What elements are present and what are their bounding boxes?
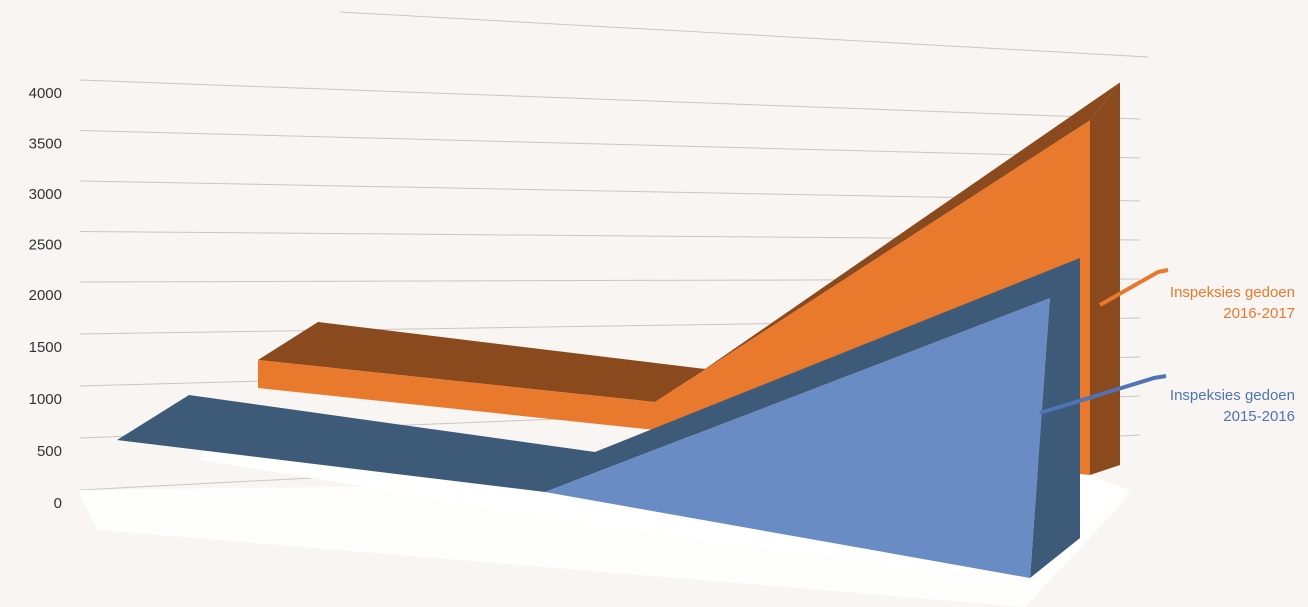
series-2016-side-surface bbox=[1090, 82, 1120, 475]
y-tick-label: 2500 bbox=[29, 237, 62, 254]
y-tick-label: 500 bbox=[37, 443, 62, 460]
legend: Inspeksies gedoen 2016-2017 Inspeksies g… bbox=[1039, 268, 1295, 425]
gridline bbox=[79, 130, 1141, 159]
y-tick-label: 1000 bbox=[29, 391, 62, 408]
legend-label-2016-2017: Inspeksies gedoen bbox=[1170, 284, 1295, 301]
legend-label-2016-2017-years: 2016-2017 bbox=[1223, 305, 1295, 322]
legend-label-2015-2016: Inspeksies gedoen bbox=[1170, 387, 1295, 404]
series-2015-side-surface bbox=[1030, 258, 1080, 578]
gridline bbox=[79, 79, 1141, 120]
series-2015-2016 bbox=[117, 258, 1080, 578]
series-2015-area bbox=[545, 298, 1050, 578]
legend-label-2015-2016-years: 2015-2016 bbox=[1223, 408, 1295, 425]
y-tick-label: 3000 bbox=[29, 186, 62, 203]
y-tick-label: 1500 bbox=[29, 339, 62, 356]
y-tick-label: 2000 bbox=[29, 287, 62, 304]
legend-leader-2015-2016 bbox=[1039, 374, 1167, 415]
y-tick-label: 3500 bbox=[29, 136, 62, 153]
legend-leader-2016-2017 bbox=[1099, 268, 1169, 307]
gridline bbox=[339, 11, 1149, 58]
y-tick-label: 4000 bbox=[29, 85, 62, 102]
series-2015-top-surface bbox=[117, 258, 1080, 492]
y-tick-label: 0 bbox=[54, 495, 62, 512]
y-axis-ticks: 0 500 1000 1500 2000 2500 3000 3500 4000 bbox=[29, 85, 62, 512]
